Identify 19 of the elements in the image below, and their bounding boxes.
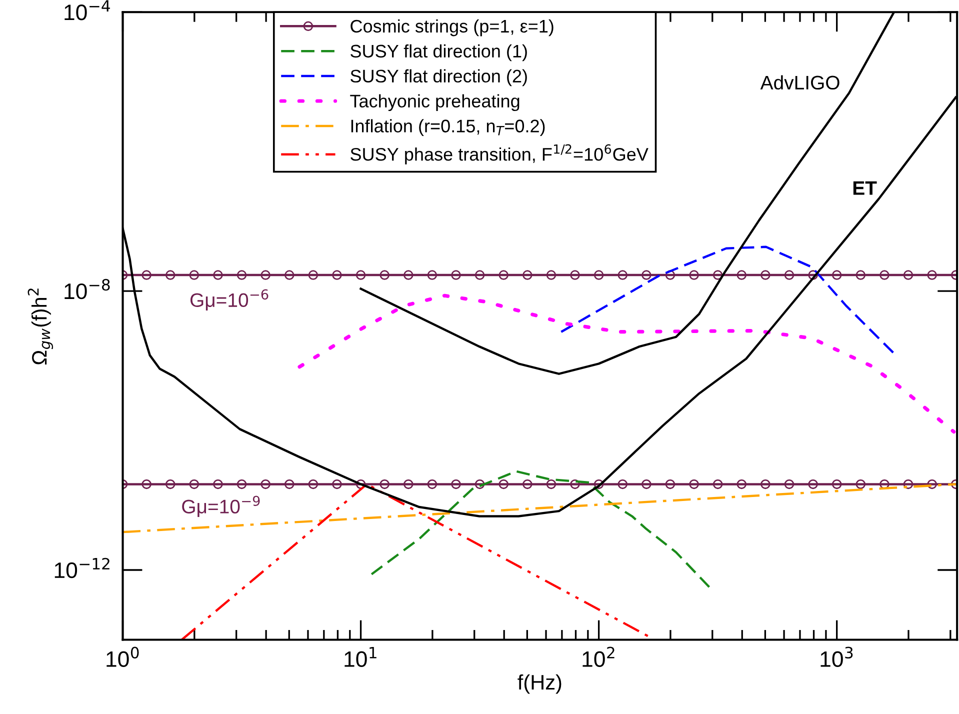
annotation: ET: [853, 181, 877, 195]
x-tick-label: 10$^{3}$: [820, 646, 853, 668]
legend-label: SUSY flat direction (1): [350, 44, 527, 62]
y-tick-label: 10$^{−12}$: [54, 558, 110, 578]
y-axis-title: Ω$_{gw}$(f)h$^{2}$: [28, 288, 54, 365]
y-tick-label: 10$^{−4}$: [64, 0, 110, 20]
legend-label: SUSY flat direction (2): [350, 69, 527, 86]
annotation: Gμ=10$^{−6}$: [190, 289, 268, 311]
x-tick-label: 10$^{2}$: [582, 646, 614, 668]
legend-label: SUSY phase transition, F$^{1/2}$=10$^{6}$GeV: [350, 144, 648, 164]
annotation: Gμ=10$^{−9}$: [182, 496, 260, 518]
legend-label: Inflation (r=0.15, n$_{T}$=0.2): [351, 119, 545, 136]
x-tick-label: 10$^{1}$: [344, 646, 376, 668]
annotation: AdvLIGO: [760, 75, 840, 90]
y-tick-label: 10$^{−8}$: [64, 278, 110, 300]
legend-label: Cosmic strings (p=1, ε=1): [350, 19, 554, 36]
x-tick-label: 10$^{0}$: [106, 646, 139, 668]
x-axis-title: f(Hz): [518, 674, 562, 694]
legend-label: Tachyonic preheating: [350, 94, 520, 112]
